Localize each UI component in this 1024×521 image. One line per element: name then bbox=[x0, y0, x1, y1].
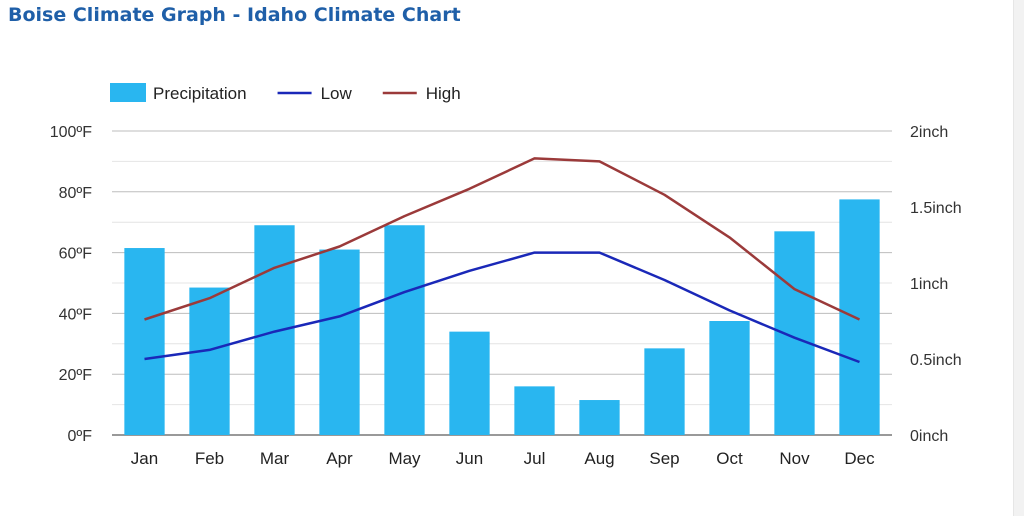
y-left-tick-label: 0ºF bbox=[67, 428, 92, 445]
page-title: Boise Climate Graph - Idaho Climate Char… bbox=[8, 4, 461, 26]
y-right-tick-label: 0inch bbox=[910, 428, 948, 445]
precipitation-bar bbox=[514, 386, 555, 435]
x-tick-label: Mar bbox=[260, 449, 290, 468]
axes: 0ºF 20ºF 40ºF 60ºF 80ºF 100ºF 0inch 0.5inch 1inc… bbox=[50, 124, 962, 468]
y-left-tick-label: 20ºF bbox=[59, 367, 93, 384]
legend: Precipitation Low High bbox=[110, 83, 461, 103]
precipitation-bar bbox=[449, 331, 490, 435]
page-scrollbar[interactable] bbox=[1013, 0, 1024, 516]
x-tick-label: Oct bbox=[716, 449, 743, 468]
legend-item-precipitation: Precipitation bbox=[110, 83, 247, 103]
precipitation-bar bbox=[644, 348, 685, 435]
temperature-lines bbox=[144, 157, 861, 364]
legend-label: High bbox=[426, 84, 461, 103]
x-tick-label: Nov bbox=[779, 449, 810, 468]
x-tick-label: Feb bbox=[195, 449, 224, 468]
y-left-tick-label: 40ºF bbox=[59, 306, 93, 323]
x-tick-label: Jul bbox=[524, 449, 546, 468]
x-tick-label: Aug bbox=[584, 449, 614, 468]
precipitation-bars bbox=[124, 199, 880, 435]
x-tick-label: Jun bbox=[456, 449, 483, 468]
series-line-low bbox=[144, 251, 860, 364]
x-tick-label: May bbox=[388, 449, 421, 468]
precipitation-bar bbox=[709, 321, 750, 435]
y-left-tick-label: 100ºF bbox=[50, 124, 93, 141]
y-right-tick-label: 1.5inch bbox=[910, 200, 962, 217]
legend-label: Precipitation bbox=[153, 84, 247, 103]
precipitation-bar bbox=[384, 225, 425, 435]
y-left-tick-label: 60ºF bbox=[59, 246, 93, 263]
precipitation-bar bbox=[254, 225, 295, 435]
precipitation-bar bbox=[319, 249, 360, 435]
legend-item-high: High bbox=[382, 84, 461, 103]
grid bbox=[112, 130, 892, 436]
legend-label: Low bbox=[321, 84, 353, 103]
precipitation-bar bbox=[774, 231, 815, 435]
precipitation-bar bbox=[579, 400, 620, 435]
x-tick-label: Dec bbox=[844, 449, 875, 468]
series-line-high bbox=[144, 157, 861, 321]
y-left-tick-label: 80ºF bbox=[59, 185, 93, 202]
x-tick-label: Jan bbox=[131, 449, 158, 468]
legend-swatch bbox=[110, 83, 146, 102]
precipitation-bar bbox=[189, 287, 230, 435]
legend-item-low: Low bbox=[277, 84, 353, 103]
x-tick-label: Sep bbox=[649, 449, 679, 468]
precipitation-bar bbox=[839, 199, 880, 435]
x-tick-label: Apr bbox=[326, 449, 353, 468]
y-right-tick-label: 2inch bbox=[910, 124, 948, 141]
precipitation-bar bbox=[124, 248, 165, 435]
y-right-tick-label: 0.5inch bbox=[910, 352, 962, 369]
y-right-tick-label: 1inch bbox=[910, 276, 948, 293]
